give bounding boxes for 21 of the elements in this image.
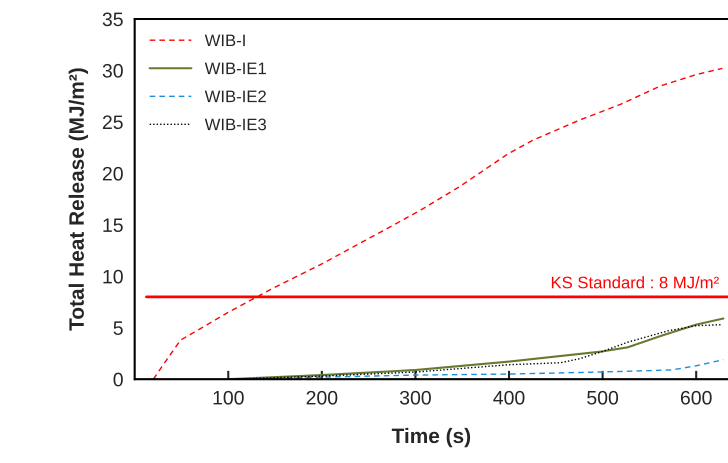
y-tick-label: 0 [114,372,123,386]
x-tick-label: 600 [680,390,712,405]
x-axis-title: Time (s) [392,428,470,448]
legend-label: WIB-IE2 [204,90,266,102]
y-tick-label: 5 [114,321,123,335]
x-tick-label: 400 [493,390,524,405]
y-tick-label: 15 [103,218,123,232]
x-tick-label: 300 [400,390,431,405]
legend-label: WIB-IE3 [204,118,266,130]
x-tick-label: 500 [587,390,618,405]
y-tick-label: 10 [103,270,123,284]
y-tick-label: 20 [102,166,123,181]
y-tick-label: 35 [102,12,123,26]
y-axis-title: Total Heat Release (MJ/m²) [68,68,88,331]
x-tick-label: 100 [214,390,244,405]
legend-label: WIB-I [204,34,245,46]
ref-line-label: KS Standard : 8 MJ/m² [552,276,719,288]
y-tick-label: 25 [102,115,123,130]
y-tick-label: 30 [102,64,123,78]
legend-label: WIB-IE1 [204,62,266,74]
x-tick-label: 200 [306,390,338,405]
